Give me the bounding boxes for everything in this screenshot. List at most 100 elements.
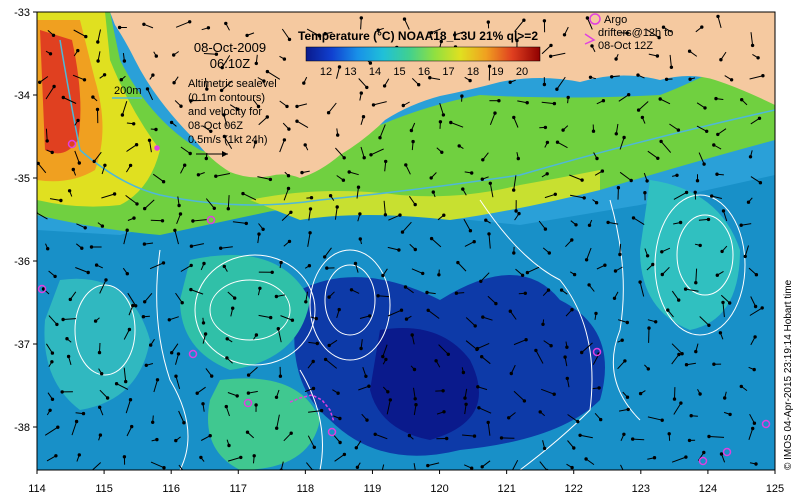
contour-coastal-eddy	[74, 284, 136, 376]
velocity-arrow	[480, 272, 490, 282]
velocity-arrow	[427, 462, 440, 467]
velocity-arrow-head	[594, 201, 599, 205]
velocity-arrow-head	[625, 31, 629, 35]
velocity-arrow-head	[437, 273, 441, 277]
velocity-arrow-head	[246, 373, 251, 377]
velocity-arrow-head	[214, 174, 218, 178]
velocity-arrow-head	[261, 227, 265, 232]
velocity-arrow-head	[415, 472, 417, 474]
velocity-arrow-head	[161, 180, 166, 184]
velocity-arrow-head	[718, 331, 723, 335]
velocity-arrow-head	[493, 111, 497, 115]
velocity-arrow-head	[660, 418, 664, 422]
velocity-arrow-head	[613, 269, 618, 273]
velocity-arrow-head	[327, 295, 331, 299]
velocity-arrow-head	[680, 352, 684, 356]
velocity-arrow	[123, 329, 130, 340]
velocity-arrow-head	[555, 87, 559, 91]
velocity-arrow	[325, 359, 338, 369]
velocity-arrow	[258, 314, 271, 319]
velocity-arrow	[695, 268, 698, 283]
colorbar-tick-label: 13	[344, 66, 356, 78]
velocity-arrow-head	[578, 433, 582, 437]
velocity-arrow-head	[219, 88, 224, 93]
velocity-arrow-head	[176, 352, 181, 356]
velocity-arrow-head	[585, 16, 590, 20]
velocity-arrow-head	[729, 78, 734, 82]
velocity-arrow-head	[354, 446, 358, 450]
velocity-arrow-head	[636, 108, 641, 112]
velocity-arrow	[387, 309, 402, 317]
velocity-arrow-head	[183, 163, 187, 167]
velocity-arrow-head	[337, 307, 341, 312]
velocity-arrow	[257, 176, 271, 180]
velocity-arrow-head	[694, 281, 698, 285]
velocity-arrow-head	[295, 119, 299, 123]
velocity-arrow-head	[196, 173, 201, 177]
velocity-arrow	[539, 461, 548, 470]
velocity-arrow-head	[473, 324, 477, 328]
velocity-arrow-head	[265, 115, 269, 119]
velocity-arrow-head	[81, 411, 86, 416]
velocity-arrow-head	[112, 192, 117, 196]
velocity-arrow-head	[719, 452, 724, 456]
velocity-arrow-head	[304, 300, 308, 304]
velocity-arrow-head	[83, 226, 87, 230]
velocity-arrow-head	[580, 178, 584, 182]
velocity-arrow	[749, 307, 763, 316]
velocity-arrow	[481, 356, 491, 365]
x-tick-label: 118	[297, 483, 315, 495]
velocity-arrow-head	[510, 472, 512, 474]
velocity-arrow-head	[728, 301, 732, 305]
velocity-arrow	[191, 243, 205, 247]
velocity-arrow	[387, 246, 400, 251]
velocity-arrow-head	[86, 270, 90, 275]
velocity-arrow-head	[479, 279, 483, 283]
velocity-arrow-head	[739, 223, 743, 227]
velocity-arrow	[659, 98, 671, 105]
velocity-arrow-head	[412, 367, 417, 372]
velocity-arrow-head	[463, 396, 467, 400]
velocity-arrow	[121, 101, 128, 116]
velocity-arrow	[258, 116, 268, 126]
velocity-arrow-head	[91, 95, 95, 99]
velocity-arrow-head	[417, 83, 421, 87]
velocity-arrow-head	[754, 273, 759, 277]
contour-eddy-east-inner	[676, 214, 734, 296]
colorbar-tick-label: 14	[369, 66, 381, 78]
velocity-arrow	[176, 213, 181, 224]
velocity-arrow-head	[104, 278, 108, 282]
velocity-arrow	[617, 360, 626, 370]
velocity-arrow-head	[705, 129, 709, 134]
velocity-arrow	[128, 305, 134, 316]
velocity-arrow-head	[514, 209, 518, 213]
velocity-arrow-head	[76, 48, 80, 53]
velocity-arrow-head	[97, 350, 102, 355]
velocity-arrow-head	[587, 223, 592, 228]
velocity-arrow	[556, 76, 566, 90]
velocity-arrow-head	[154, 54, 159, 58]
velocity-arrow-head	[570, 238, 574, 242]
velocity-arrow-head	[693, 190, 697, 195]
velocity-arrow-head	[572, 272, 577, 277]
velocity-arrow-head	[620, 338, 624, 342]
velocity-arrow-head	[706, 217, 711, 222]
velocity-arrow	[544, 193, 556, 199]
velocity-arrow-head	[317, 34, 322, 38]
velocity-arrow-head	[661, 25, 666, 29]
velocity-arrow-head	[191, 219, 195, 223]
velocity-arrow-head	[547, 251, 551, 255]
argo-drifter-marker	[188, 349, 198, 359]
velocity-arrow-head	[594, 311, 598, 316]
velocity-arrow	[404, 18, 410, 30]
velocity-arrow	[383, 200, 386, 215]
velocity-arrow	[462, 434, 475, 437]
velocity-arrow	[464, 241, 475, 247]
velocity-arrow	[411, 268, 423, 274]
velocity-arrow	[71, 421, 78, 436]
velocity-arrow-head	[162, 466, 166, 470]
velocity-arrow	[178, 410, 185, 423]
velocity-arrow-head	[319, 408, 324, 413]
velocity-arrow-head	[543, 227, 548, 231]
velocity-arrow-head	[222, 264, 227, 269]
